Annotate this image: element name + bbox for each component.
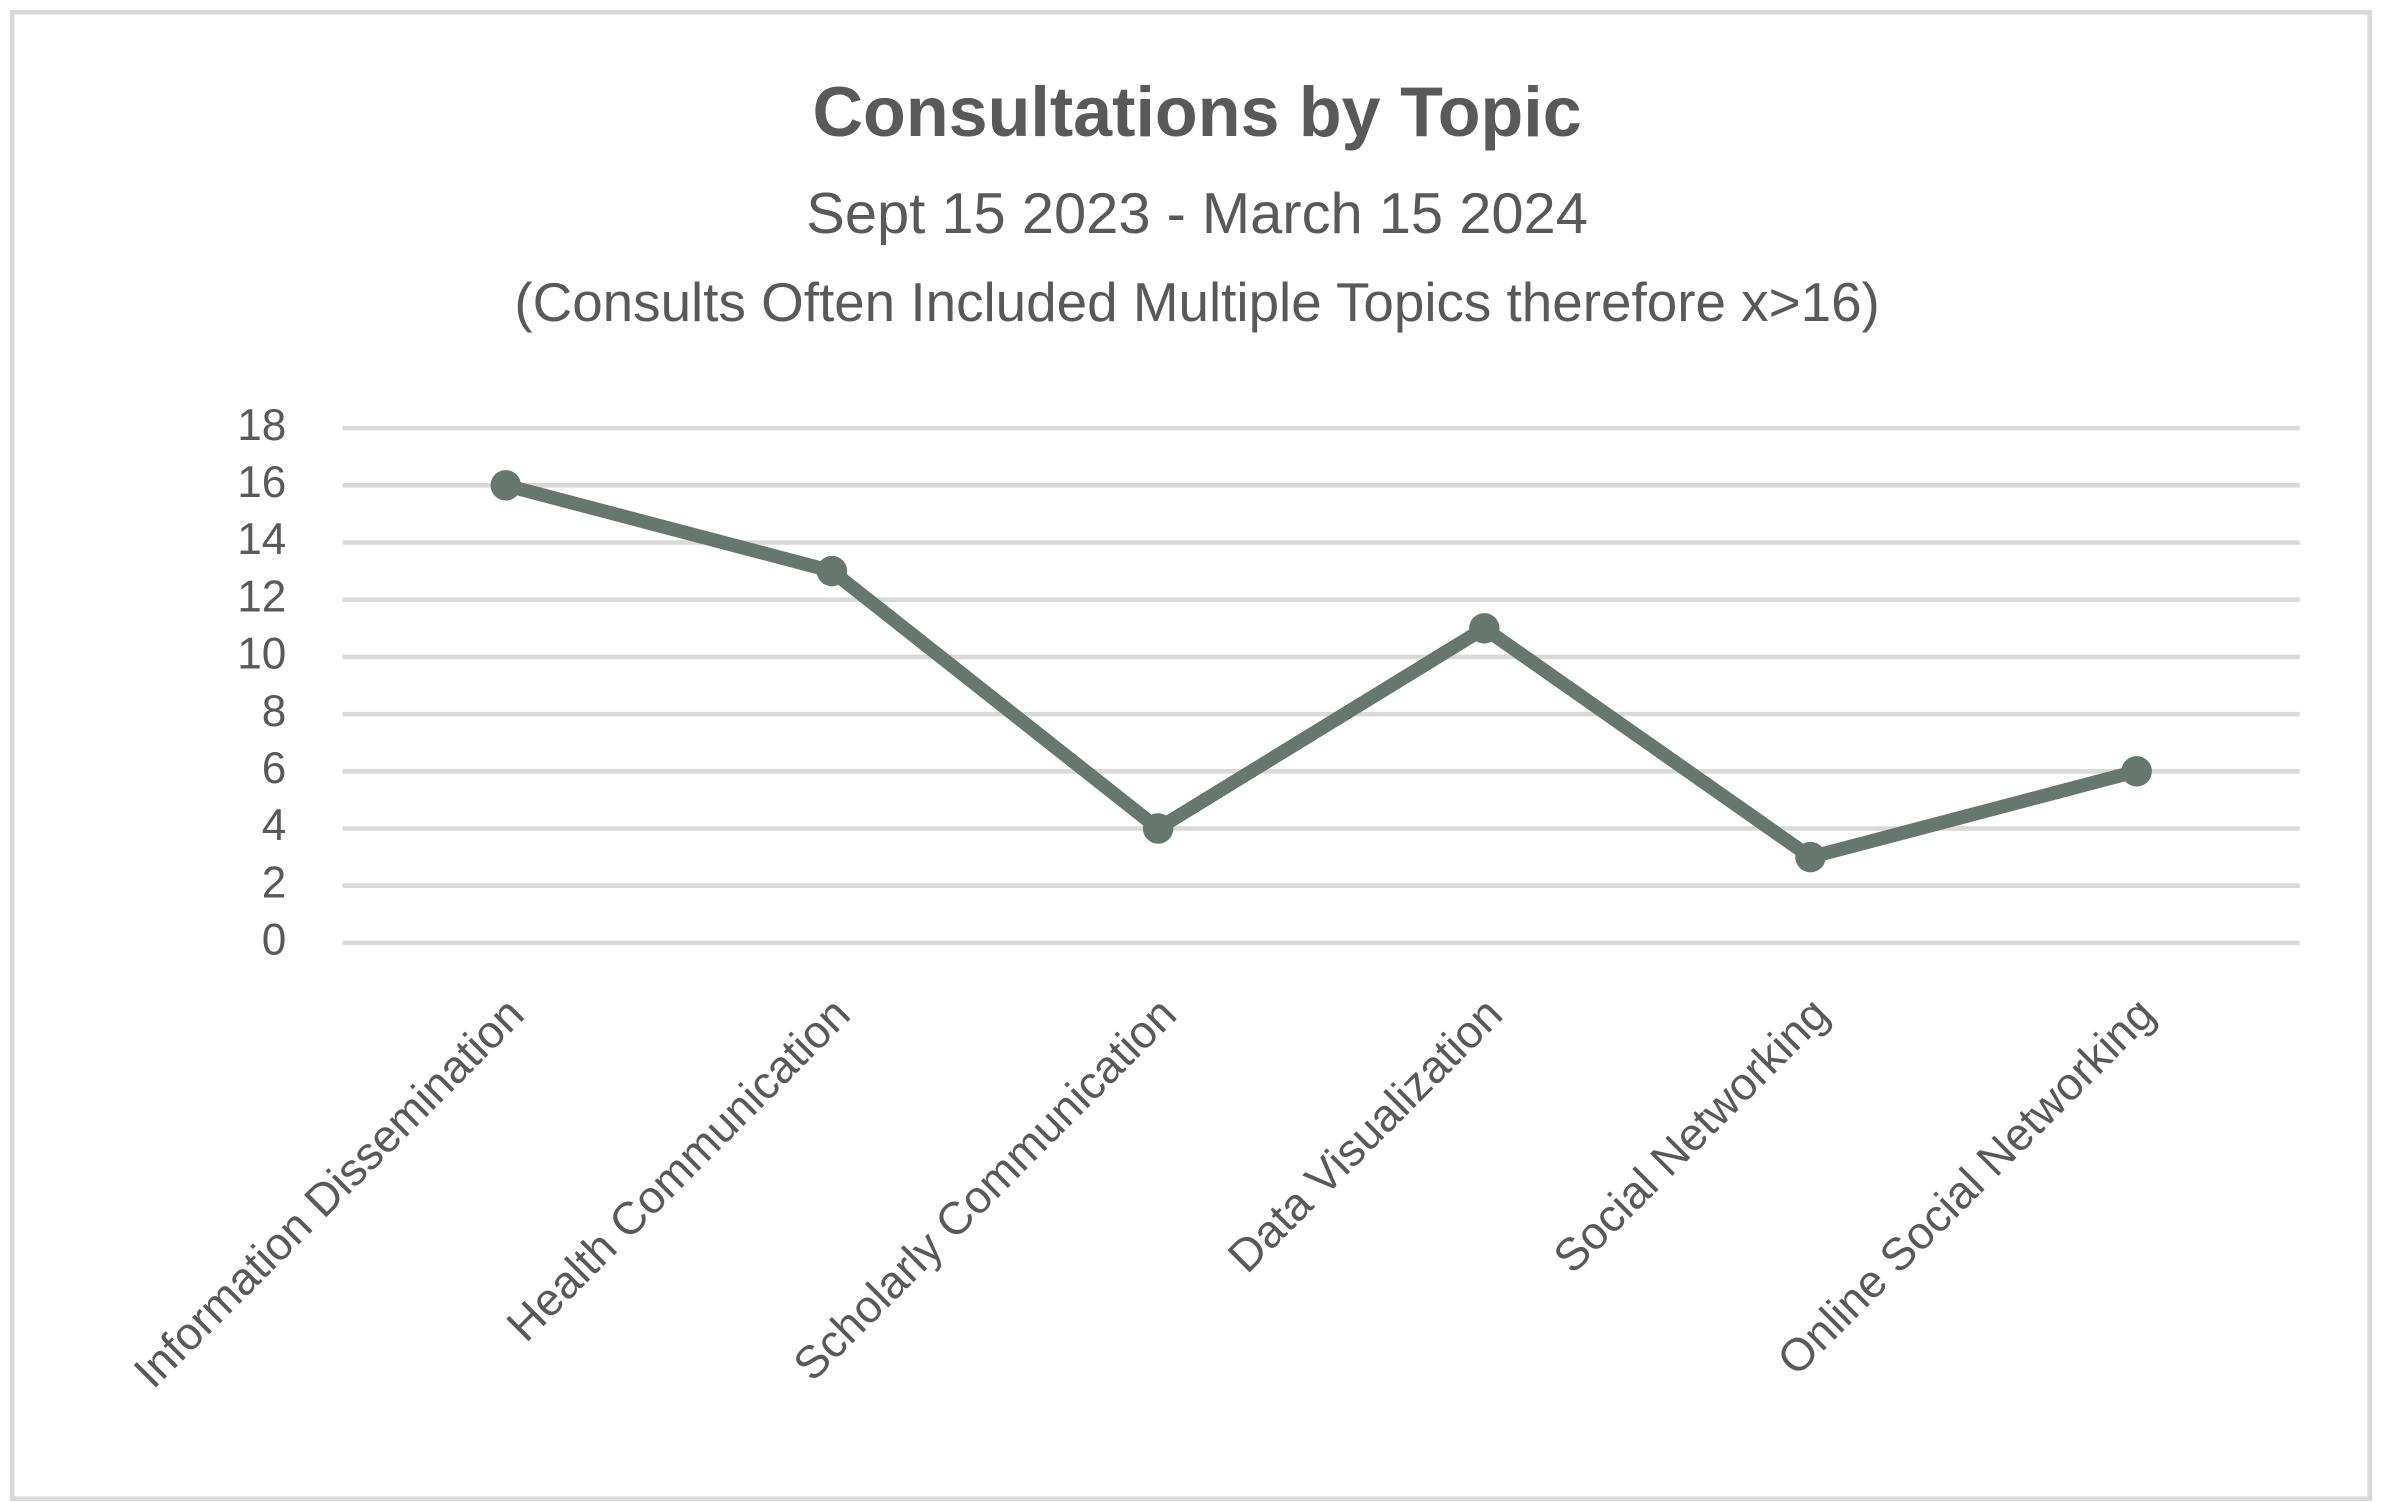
y-tick-label: 12 [237,572,286,621]
y-tick-label: 18 [237,401,286,450]
chart-subtitle: Sept 15 2023 - March 15 2024 [806,182,1588,246]
marker [1142,813,1174,844]
marker [816,555,848,587]
y-tick-label: 0 [262,916,287,965]
chart-border [9,10,2373,1502]
marker [1469,613,1500,644]
marker [2121,756,2152,787]
y-tick-label: 14 [237,515,286,564]
y-tick-label: 4 [262,801,287,850]
y-tick-label: 2 [262,858,287,907]
marker [1795,841,1826,873]
chart-annotation: (Consults Often Included Multiple Topics… [514,271,1879,333]
y-tick-label: 8 [262,687,287,736]
chart-title: Consultations by Topic [812,73,1581,151]
y-tick-label: 10 [237,630,286,679]
marker [490,470,521,501]
y-tick-label: 6 [262,744,287,793]
line [504,478,2139,864]
y-tick-label: 16 [237,458,286,507]
